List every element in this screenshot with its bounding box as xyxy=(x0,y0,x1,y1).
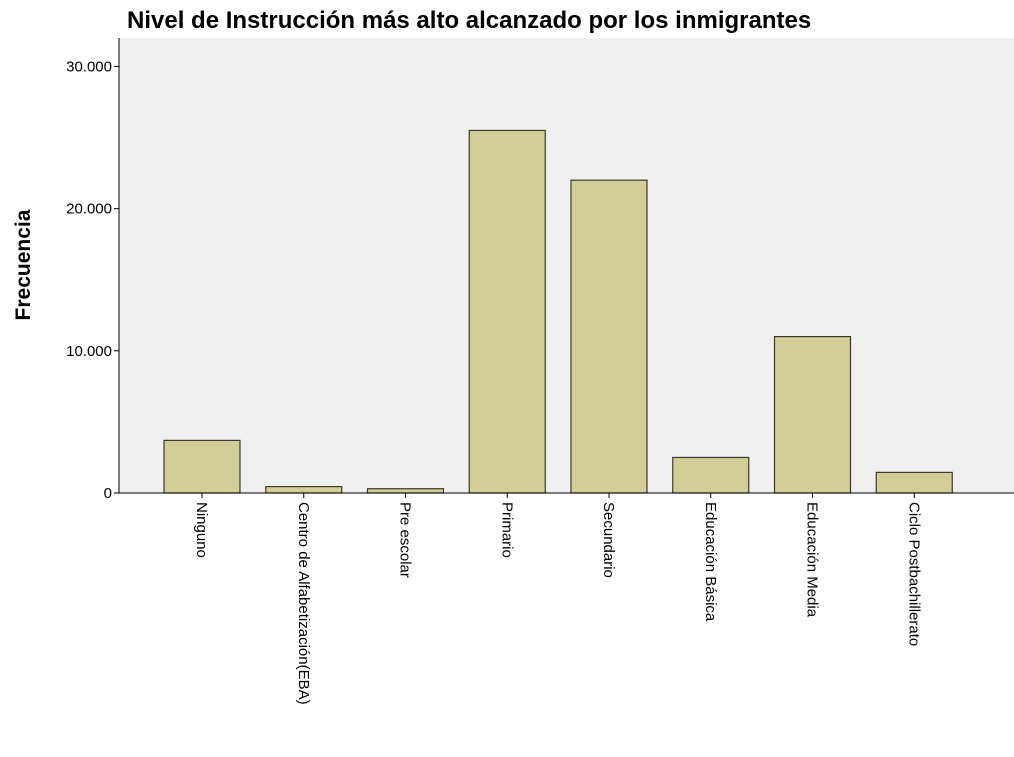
y-tick-label: 30.000 xyxy=(66,58,112,75)
x-tick-label: Educación Media xyxy=(804,502,821,618)
x-tick-label: Ninguno xyxy=(193,502,210,558)
bar-3 xyxy=(366,488,445,494)
plot-area xyxy=(119,38,1014,493)
chart-title: Nivel de Instrucción más alto alcanzado … xyxy=(127,7,811,34)
bar-7 xyxy=(773,335,852,494)
x-tick-label: Primario xyxy=(498,502,515,558)
bar-5 xyxy=(570,179,648,494)
x-tick-label: Secundario xyxy=(600,502,617,578)
bar-1 xyxy=(163,439,241,494)
bar-8 xyxy=(875,471,953,494)
x-tick-label: Pre escolar xyxy=(397,502,414,578)
y-tick-label: 10.000 xyxy=(66,343,112,360)
y-axis-label: Frecuencia xyxy=(12,209,35,320)
bars-group xyxy=(163,129,953,494)
bar-2 xyxy=(265,486,343,494)
y-axis: 0 10.000 20.000 30.000 xyxy=(66,58,119,502)
bar-4 xyxy=(468,129,546,494)
y-tick-label: 20.000 xyxy=(66,201,112,218)
x-axis: Ninguno Centro de Alfabetización(EBA) Pre … xyxy=(193,493,922,705)
bar-6 xyxy=(672,456,750,494)
y-tick-label: 0 xyxy=(104,485,112,502)
x-tick-label: Ciclo Postbachillerato xyxy=(905,502,922,646)
x-tick-label: Educación Básica xyxy=(702,502,719,622)
x-tick-label: Centro de Alfabetización(EBA) xyxy=(295,502,312,705)
